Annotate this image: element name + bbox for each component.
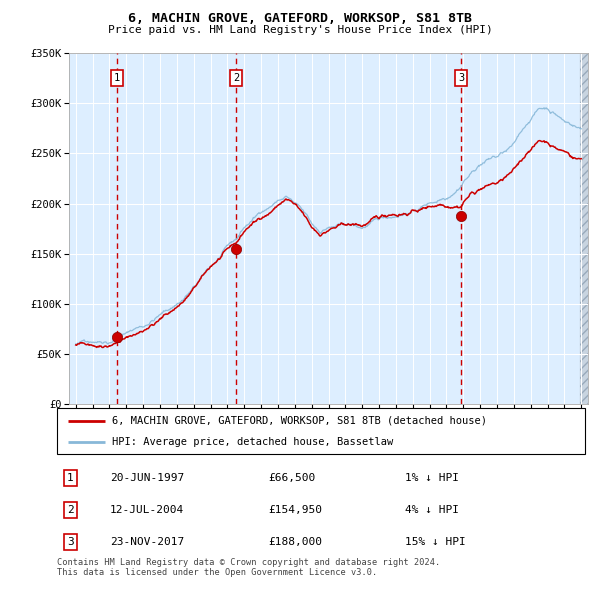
Text: £66,500: £66,500 (268, 473, 316, 483)
Text: 23-NOV-2017: 23-NOV-2017 (110, 537, 184, 547)
Text: Contains HM Land Registry data © Crown copyright and database right 2024.
This d: Contains HM Land Registry data © Crown c… (57, 558, 440, 577)
Point (457, 211, 466, 220)
Text: 1% ↓ HPI: 1% ↓ HPI (406, 473, 460, 483)
Bar (580, 53, 588, 404)
Text: 3: 3 (458, 73, 464, 83)
Point (232, 244, 241, 254)
Text: 3: 3 (67, 537, 74, 547)
Text: 20-JUN-1997: 20-JUN-1997 (110, 473, 184, 483)
Text: HPI: Average price, detached house, Bassetlaw: HPI: Average price, detached house, Bass… (112, 437, 394, 447)
Bar (580, 53, 588, 404)
Text: 2: 2 (67, 504, 74, 514)
Text: £188,000: £188,000 (268, 537, 322, 547)
Text: £154,950: £154,950 (268, 504, 322, 514)
Text: 6, MACHIN GROVE, GATEFORD, WORKSOP, S81 8TB (detached house): 6, MACHIN GROVE, GATEFORD, WORKSOP, S81 … (112, 416, 487, 426)
Text: 12-JUL-2004: 12-JUL-2004 (110, 504, 184, 514)
Text: 2: 2 (233, 73, 239, 83)
Text: 1: 1 (67, 473, 74, 483)
Text: 1: 1 (114, 73, 121, 83)
Text: Price paid vs. HM Land Registry's House Price Index (HPI): Price paid vs. HM Land Registry's House … (107, 25, 493, 35)
Text: 6, MACHIN GROVE, GATEFORD, WORKSOP, S81 8TB: 6, MACHIN GROVE, GATEFORD, WORKSOP, S81 … (128, 12, 472, 25)
Text: 4% ↓ HPI: 4% ↓ HPI (406, 504, 460, 514)
Point (112, 333, 122, 342)
Text: 15% ↓ HPI: 15% ↓ HPI (406, 537, 466, 547)
